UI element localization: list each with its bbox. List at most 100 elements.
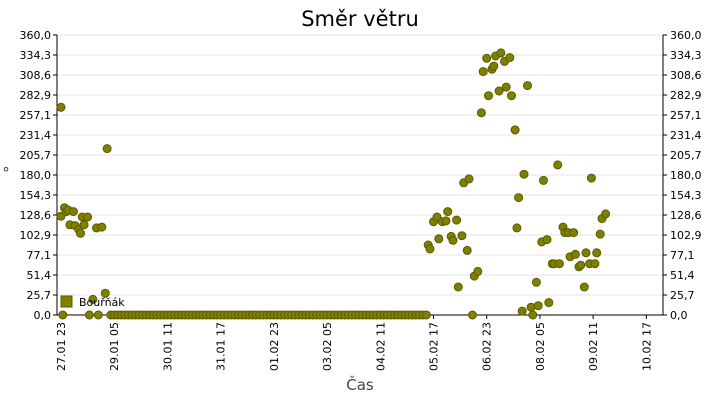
y-tick-label: 102,9 (20, 229, 52, 242)
y-tick-label: 282,9 (20, 89, 52, 102)
y-tick-label: 0,0 (34, 309, 52, 322)
x-tick-label: 31.01 17 (215, 322, 228, 371)
x-ticks: 27.01 23 29.01 05 30.01 11 31.01 17 01.02 23… (55, 315, 653, 371)
legend-swatch (60, 295, 73, 308)
y-tick-label: 231,4 (20, 129, 52, 142)
y-tick-label: 25,7 (670, 289, 695, 302)
data-point (576, 260, 586, 270)
data-point (554, 259, 564, 269)
data-point (443, 207, 453, 217)
data-point (58, 310, 68, 320)
data-point (570, 249, 580, 259)
y-tick-label: 128,6 (20, 209, 52, 222)
data-point (76, 228, 85, 238)
data-point (473, 266, 483, 276)
data-point (462, 245, 472, 255)
data-point (496, 48, 506, 58)
data-point (453, 282, 463, 292)
data-point (425, 244, 435, 254)
y-tick-label: 102,9 (670, 229, 702, 242)
y-tick-label: 180,0 (670, 169, 702, 182)
data-point (457, 231, 467, 241)
data-point (544, 298, 554, 308)
y-ticks-right: 0,0 25,7 51,4 77,1 102,9 128,6 154,3 180,0 205,7… (663, 29, 702, 322)
data-point (517, 306, 527, 316)
y-tick-label: 0,0 (670, 309, 688, 322)
y-tick-label: 51,4 (670, 269, 695, 282)
y-tick-label: 154,3 (670, 189, 702, 202)
y-ticks-left: 0,0 25,7 51,4 77,1 102,9 128,6 154,3 180,0 205,7… (20, 29, 57, 322)
y-tick-label: 360,0 (670, 29, 702, 42)
chart-title: Směr větru (301, 7, 419, 31)
data-point (102, 144, 112, 154)
x-tick-label: 03.02 05 (321, 322, 334, 371)
data-point (539, 175, 548, 185)
x-tick-label: 06.02 23 (481, 322, 494, 371)
data-point (93, 310, 103, 320)
data-point (84, 310, 94, 320)
x-tick-label: 10.02 17 (640, 322, 653, 371)
y-tick-label: 231,4 (670, 129, 702, 142)
x-tick-label: 29.01 05 (108, 322, 121, 371)
data-point (505, 53, 515, 63)
data-points (56, 48, 611, 320)
data-point (542, 235, 552, 245)
y-tick-label: 128,6 (670, 209, 702, 222)
data-point (83, 212, 93, 222)
data-point (579, 282, 589, 292)
y-tick-label: 360,0 (20, 29, 52, 42)
data-point (56, 102, 66, 112)
data-point (441, 216, 451, 226)
y-tick-label: 308,6 (20, 69, 52, 82)
y-tick-label: 180,0 (20, 169, 52, 182)
data-point (489, 61, 499, 71)
x-axis-label: Čas (346, 375, 374, 394)
data-point (464, 174, 474, 184)
data-point (569, 228, 579, 238)
data-point (553, 160, 563, 170)
data-point (592, 248, 602, 258)
data-point (79, 220, 89, 230)
data-point (528, 310, 538, 320)
x-tick-label: 04.02 11 (374, 322, 387, 371)
data-point (510, 125, 520, 135)
y-tick-label: 334,3 (20, 49, 52, 62)
grid (57, 34, 663, 296)
legend: Bouřňák (60, 295, 125, 309)
y-tick-label: 308,6 (670, 69, 702, 82)
data-point (581, 248, 591, 258)
data-point (601, 209, 611, 219)
data-point (595, 229, 605, 239)
data-point (452, 215, 462, 225)
y-tick-label: 257,1 (670, 109, 702, 122)
y-tick-label: 77,1 (27, 249, 52, 262)
y-tick-label: 51,4 (27, 269, 52, 282)
x-tick-label: 30.01 11 (161, 322, 174, 371)
y-tick-label: 205,7 (20, 149, 52, 162)
x-tick-label: 27.01 23 (55, 322, 68, 371)
data-point (434, 234, 444, 244)
data-point (586, 173, 596, 183)
data-point (421, 310, 431, 320)
data-point (501, 82, 511, 92)
data-point (533, 301, 543, 311)
y-tick-label: 282,9 (670, 89, 702, 102)
data-point (476, 108, 486, 118)
x-tick-label: 01.02 23 (268, 322, 281, 371)
data-point (507, 91, 516, 101)
data-point (68, 207, 78, 217)
data-point (512, 223, 522, 233)
data-point (100, 288, 110, 298)
data-point (482, 53, 492, 63)
legend-label: Bouřňák (79, 296, 125, 309)
y-tick-label: 257,1 (20, 109, 52, 122)
y-axis-label: ° (2, 164, 10, 182)
x-tick-label: 05.02 17 (428, 322, 441, 371)
data-point (478, 67, 488, 77)
data-point (88, 294, 98, 304)
data-point (531, 277, 541, 287)
y-tick-label: 25,7 (27, 289, 52, 302)
data-point (494, 86, 504, 96)
